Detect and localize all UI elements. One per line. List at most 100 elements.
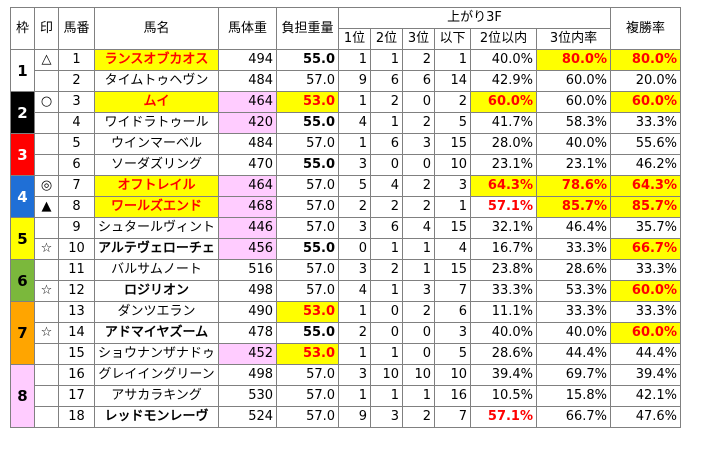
p1-cell: 3 xyxy=(338,217,372,239)
p1-cell: 1 xyxy=(338,133,372,155)
p2-cell: 6 xyxy=(370,217,404,239)
horse-name-cell: グレイイングリーン xyxy=(93,364,220,386)
table-row: 2 タイムトゥヘヴン 484 57.0 9 6 6 14 42.9% 60.0%… xyxy=(11,70,682,92)
p3-cell: 1 xyxy=(402,259,436,281)
p3-cell: 2 xyxy=(402,406,436,428)
p2-cell: 1 xyxy=(370,238,404,260)
horse-name-cell: ショウナンザナドゥ xyxy=(93,343,220,365)
rate3-cell: 15.8% xyxy=(536,385,612,407)
below-cell: 7 xyxy=(434,280,472,302)
burden-cell: 57.0 xyxy=(276,217,340,239)
p2-cell: 4 xyxy=(370,175,404,197)
rate3-cell: 60.0% xyxy=(536,70,612,92)
p1-cell: 1 xyxy=(338,91,372,113)
weight-cell: 484 xyxy=(218,133,278,155)
horse-name-cell: ムイ xyxy=(93,91,220,113)
umaban-cell: 18 xyxy=(58,406,95,428)
rate2-cell: 16.7% xyxy=(470,238,538,260)
rate2-cell: 57.1% xyxy=(470,196,538,218)
p2-cell: 3 xyxy=(370,406,404,428)
rate3-cell: 33.3% xyxy=(536,238,612,260)
burden-cell: 57.0 xyxy=(276,133,340,155)
below-cell: 14 xyxy=(434,70,472,92)
weight-cell: 452 xyxy=(218,343,278,365)
horse-name-cell: シュタールヴィント xyxy=(93,217,220,239)
below-cell: 15 xyxy=(434,133,472,155)
mark-cell xyxy=(34,406,59,428)
fuku-cell: 42.1% xyxy=(610,385,682,407)
weight-cell: 490 xyxy=(218,301,278,323)
horse-name-cell: バルサムノート xyxy=(93,259,220,281)
fuku-cell: 39.4% xyxy=(610,364,682,386)
mark-cell xyxy=(34,217,59,239)
p2-cell: 6 xyxy=(370,70,404,92)
rate3-cell: 44.4% xyxy=(536,343,612,365)
fuku-cell: 20.0% xyxy=(610,70,682,92)
p2-cell: 0 xyxy=(370,154,404,176)
p3-cell: 2 xyxy=(402,112,436,134)
below-cell: 2 xyxy=(434,91,472,113)
below-cell: 16 xyxy=(434,385,472,407)
p1-cell: 1 xyxy=(338,301,372,323)
weight-cell: 530 xyxy=(218,385,278,407)
waku-cell: 3 xyxy=(10,133,35,176)
mark-cell xyxy=(34,301,59,323)
rate3-cell: 85.7% xyxy=(536,196,612,218)
rate3-cell: 69.7% xyxy=(536,364,612,386)
p2-cell: 0 xyxy=(370,322,404,344)
p1-cell: 3 xyxy=(338,259,372,281)
rate2-cell: 23.1% xyxy=(470,154,538,176)
p2-cell: 1 xyxy=(370,49,404,71)
rate2-cell: 11.1% xyxy=(470,301,538,323)
weight-cell: 478 xyxy=(218,322,278,344)
mark-cell: ☆ xyxy=(34,322,59,344)
header-weight: 馬体重 xyxy=(218,7,278,50)
table-row: 4 ワイドラトゥール 420 55.0 4 1 2 5 41.7% 58.3% … xyxy=(11,112,682,134)
rate3-cell: 66.7% xyxy=(536,406,612,428)
below-cell: 10 xyxy=(434,364,472,386)
mark-cell xyxy=(34,364,59,386)
p3-cell: 1 xyxy=(402,385,436,407)
p2-cell: 6 xyxy=(370,133,404,155)
waku-cell: 4 xyxy=(10,175,35,218)
waku-cell: 5 xyxy=(10,217,35,260)
p3-cell: 3 xyxy=(402,280,436,302)
fuku-cell: 60.0% xyxy=(610,322,682,344)
p3-cell: 2 xyxy=(402,175,436,197)
header-umaban: 馬番 xyxy=(58,7,95,50)
burden-cell: 57.0 xyxy=(276,385,340,407)
weight-cell: 456 xyxy=(218,238,278,260)
rate2-cell: 57.1% xyxy=(470,406,538,428)
rate3-cell: 46.4% xyxy=(536,217,612,239)
mark-cell xyxy=(34,133,59,155)
below-cell: 3 xyxy=(434,322,472,344)
rate3-cell: 40.0% xyxy=(536,322,612,344)
table-row: ▲ 8 ワールズエンド 468 57.0 2 2 2 1 57.1% 85.7%… xyxy=(11,196,682,218)
p1-cell: 4 xyxy=(338,112,372,134)
header-row: 枠 印 馬番 馬名 馬体重 負担重量 上がり3F 複勝率 xyxy=(10,7,682,50)
rate3-cell: 23.1% xyxy=(536,154,612,176)
fuku-cell: 64.3% xyxy=(610,175,682,197)
table-row: 15 ショウナンザナドゥ 452 53.0 1 1 0 5 28.6% 44.4… xyxy=(11,343,682,365)
p3-cell: 6 xyxy=(402,70,436,92)
horse-name-cell: ランスオブカオス xyxy=(93,49,220,71)
waku-cell: 2 xyxy=(10,91,35,134)
p3-cell: 1 xyxy=(402,238,436,260)
below-cell: 10 xyxy=(434,154,472,176)
fuku-cell: 80.0% xyxy=(610,49,682,71)
burden-cell: 57.0 xyxy=(276,196,340,218)
fuku-cell: 33.3% xyxy=(610,112,682,134)
table-row: ☆ 12 ロジリオン 498 57.0 4 1 3 7 33.3% 53.3% … xyxy=(11,280,682,302)
burden-cell: 57.0 xyxy=(276,175,340,197)
burden-cell: 57.0 xyxy=(276,280,340,302)
mark-cell xyxy=(34,385,59,407)
p2-cell: 1 xyxy=(370,280,404,302)
rate2-cell: 39.4% xyxy=(470,364,538,386)
header-rate2: 2位以内 xyxy=(470,28,538,50)
table-row: 8 16 グレイイングリーン 498 57.0 3 10 10 10 39.4%… xyxy=(10,364,682,428)
rate2-cell: 64.3% xyxy=(470,175,538,197)
mark-cell: ☆ xyxy=(34,238,59,260)
umaban-cell: 12 xyxy=(58,280,95,302)
below-cell: 3 xyxy=(434,175,472,197)
below-cell: 15 xyxy=(434,217,472,239)
